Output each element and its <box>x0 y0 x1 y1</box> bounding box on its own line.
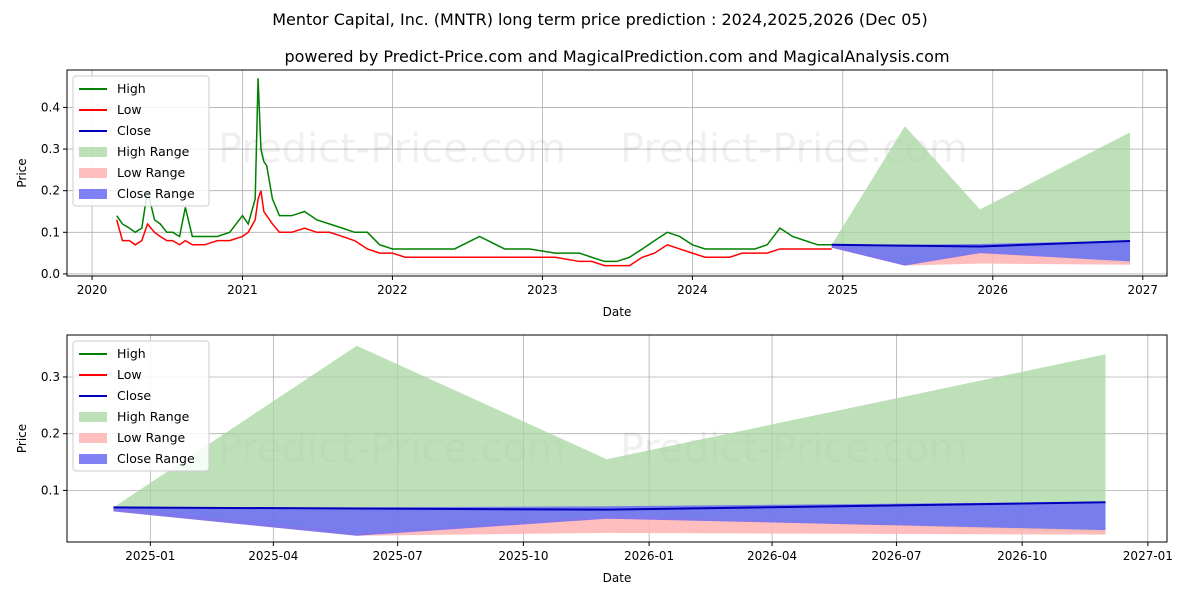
low-range-area <box>113 507 1106 536</box>
y-tick-label: 0.4 <box>41 100 60 114</box>
legend-label: High Range <box>117 409 190 424</box>
x-tick-label: 2025-04 <box>248 549 298 563</box>
x-axis-label: Date <box>603 305 632 319</box>
x-tick-label: 2026-01 <box>624 549 674 563</box>
x-tick-label: 2026-10 <box>997 549 1047 563</box>
y-tick-label: 0.2 <box>41 427 60 441</box>
panel-prediction: Predict-Price.comPredict-Price.com2025-0… <box>15 334 1173 585</box>
y-axis-label: Price <box>15 424 29 453</box>
close-range-area <box>113 501 1106 536</box>
legend-label: Low Range <box>117 165 186 180</box>
legend-label: Close Range <box>117 186 195 201</box>
legend-label: Close <box>117 388 151 403</box>
x-tick-label: 2021 <box>227 283 258 297</box>
chart-subtitle: powered by Predict-Price.com and Magical… <box>284 47 949 66</box>
close-series-line <box>831 240 1131 248</box>
y-tick-label: 0.2 <box>41 184 60 198</box>
plot-area <box>113 345 1106 536</box>
watermark-text: Predict-Price.com <box>620 276 968 322</box>
x-tick-label: 2026-07 <box>871 549 921 563</box>
y-axis-label: Price <box>15 158 29 187</box>
y-tick-label: 0.1 <box>41 225 60 239</box>
x-tick-label: 2027-01 <box>1123 549 1173 563</box>
close-range-area <box>831 240 1131 266</box>
x-tick-label: 2024 <box>677 283 708 297</box>
high-range-area <box>831 126 1131 266</box>
watermark-text: Predict-Price.com <box>218 126 566 172</box>
legend-label: Close Range <box>117 451 195 466</box>
legend-label: High <box>117 346 146 361</box>
legend-swatch <box>79 189 107 199</box>
x-tick-label: 2027 <box>1127 283 1158 297</box>
legend-label: Low <box>117 102 142 117</box>
legend-swatch <box>79 454 107 464</box>
x-tick-label: 2025-07 <box>373 549 423 563</box>
legend-label: Low <box>117 367 142 382</box>
legend-swatch <box>79 433 107 443</box>
x-axis-label: Date <box>603 571 632 585</box>
axes-frame <box>66 334 1168 543</box>
x-tick-label: 2020 <box>77 283 108 297</box>
x-tick-label: 2023 <box>527 283 558 297</box>
plot-area <box>115 78 1131 267</box>
high-series-line <box>116 78 832 263</box>
legend: High Low Close High Range Low Range Close Ran… <box>72 340 210 472</box>
legend-label: Low Range <box>117 430 186 445</box>
legend: High Low Close High Range Low Range Close Ran… <box>72 75 210 207</box>
high-range-area <box>113 345 1106 536</box>
legend-label: High <box>117 81 146 96</box>
y-tick-label: 0.0 <box>41 267 60 281</box>
x-tick-label: 2025-01 <box>125 549 175 563</box>
x-tick-label: 2025-10 <box>498 549 548 563</box>
y-tick-label: 0.3 <box>41 370 60 384</box>
x-tick-label: 2022 <box>377 283 408 297</box>
legend-swatch <box>79 147 107 157</box>
low-series-line <box>115 190 832 267</box>
y-tick-label: 0.1 <box>41 483 60 497</box>
low-range-area <box>831 244 1131 266</box>
y-tick-label: 0.3 <box>41 142 60 156</box>
legend-label: Close <box>117 123 151 138</box>
x-tick-label: 2026 <box>978 283 1009 297</box>
x-tick-label: 2026-04 <box>747 549 797 563</box>
panel-overview: Predict-Price.com Predict-Price.comPredic… <box>15 69 1168 322</box>
chart-title: Mentor Capital, Inc. (MNTR) long term pr… <box>272 10 928 29</box>
legend-swatch <box>79 168 107 178</box>
axes-frame <box>66 69 1168 277</box>
x-tick-label: 2025 <box>828 283 859 297</box>
legend-swatch <box>79 412 107 422</box>
legend-label: High Range <box>117 144 190 159</box>
close-series-line <box>113 501 1106 511</box>
